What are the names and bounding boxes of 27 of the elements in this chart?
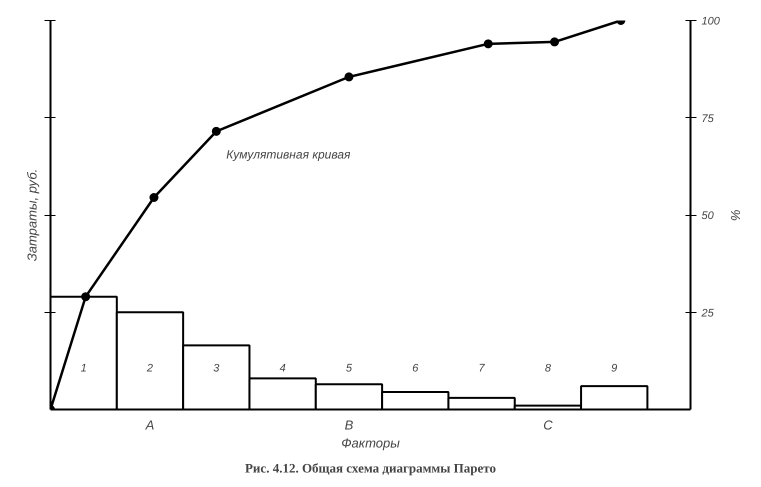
series-label: Кумулятивная кривая — [226, 147, 352, 162]
point — [81, 292, 90, 302]
x-tick-label: 2 — [146, 362, 154, 374]
point — [149, 193, 158, 202]
x-tick-label: 9 — [611, 362, 618, 374]
x-tick-label: 6 — [412, 362, 420, 374]
y2-tick-label: 100 — [702, 16, 721, 28]
y2-tick-label: 25 — [700, 307, 715, 320]
y2-tick-label: 75 — [702, 112, 715, 125]
x-tick-label: 7 — [478, 362, 486, 374]
y2-tick-label: 50 — [702, 210, 715, 222]
x-tick-label: 3 — [213, 362, 220, 374]
text: A — [144, 418, 154, 432]
x-tick-label: 1 — [80, 362, 87, 374]
y2-axis-title: % — [728, 209, 743, 221]
x-tick-label: 4 — [280, 362, 286, 374]
x-axis-title: Факторы — [341, 436, 400, 450]
point — [484, 39, 493, 48]
y-axis-title: Затраты, руб. — [24, 168, 40, 262]
text: B — [344, 418, 354, 432]
point — [344, 72, 354, 82]
point — [212, 126, 221, 136]
point — [550, 37, 560, 46]
x-tick-label: 8 — [544, 362, 552, 374]
x-tick-label: 5 — [346, 362, 353, 374]
text: Рис. 4.12. Общая схема диаграммы Парето — [244, 460, 496, 476]
text: C — [543, 418, 554, 432]
